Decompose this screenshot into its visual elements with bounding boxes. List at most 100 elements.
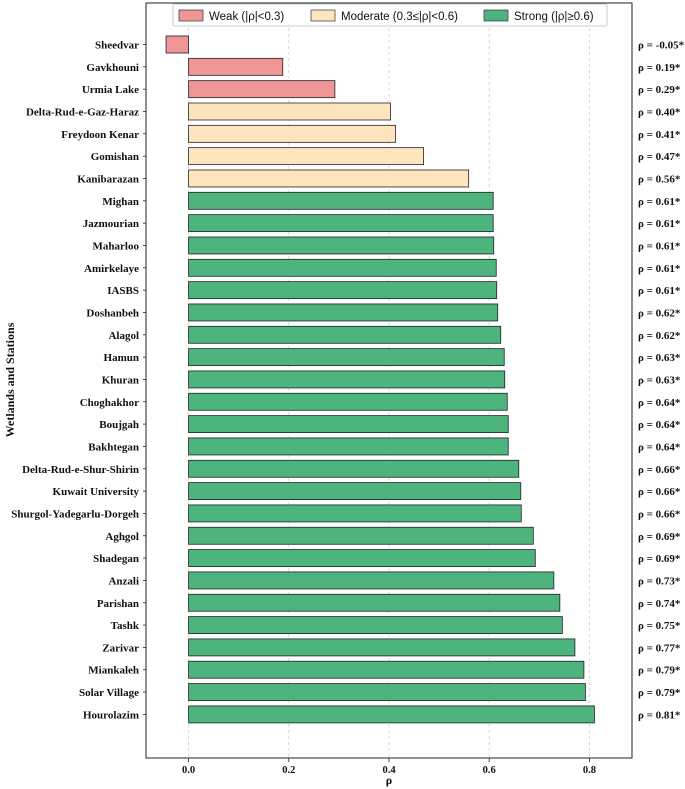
value-label: ρ = 0.63*	[638, 374, 681, 386]
bar	[188, 660, 585, 679]
category-label: Delta-Rud-e-Gaz-Haraz	[26, 106, 139, 118]
x-tick-label: 0.8	[583, 765, 596, 776]
legend-label-weak: Weak (|ρ|<0.3)	[209, 11, 284, 23]
category-label: Gomishan	[91, 151, 139, 163]
value-label: ρ = 0.73*	[638, 575, 681, 587]
x-tick-label: 0.6	[483, 765, 496, 776]
value-label: ρ = 0.62*	[638, 307, 681, 319]
value-labels: ρ = -0.05* ρ = 0.19* ρ = 0.29* ρ = 0.40* ρ =…	[638, 40, 685, 722]
category-label: Kanibarazan	[77, 173, 139, 185]
value-label: ρ = 0.81*	[638, 709, 681, 721]
category-label: Miankaleh	[88, 665, 139, 677]
value-label: ρ = 0.69*	[638, 553, 681, 565]
category-label: Gavkhouni	[86, 62, 139, 74]
category-label: Urmia Lake	[82, 84, 139, 96]
bar	[188, 482, 522, 501]
bar	[188, 348, 505, 367]
value-label: ρ = 0.62*	[638, 330, 681, 342]
bar	[188, 504, 522, 523]
value-label: ρ = 0.77*	[638, 642, 681, 654]
legend-swatch-moderate	[310, 9, 336, 22]
legend-label-strong: Strong (|ρ|≥0.6)	[514, 11, 594, 23]
bar	[188, 281, 498, 300]
category-labels: Sheedvar Gavkhouni Urmia Lake Delta-Rud-e-G…	[11, 40, 146, 721]
category-label: Choghakhor	[80, 397, 139, 409]
value-label: ρ = 0.61*	[638, 240, 681, 252]
value-label: ρ = 0.63*	[638, 352, 681, 364]
category-label: Jazmourian	[83, 218, 139, 230]
category-label: Kuwait University	[53, 486, 140, 498]
category-label: Anzali	[108, 575, 139, 587]
value-label: ρ = 0.61*	[638, 263, 681, 275]
value-label: ρ = 0.74*	[638, 598, 681, 610]
category-label: Shurgol-Yadegarlu-Dorgeh	[11, 508, 139, 520]
bar	[188, 325, 502, 344]
bar	[188, 214, 494, 233]
value-label: ρ = 0.69*	[638, 531, 681, 543]
bar	[188, 616, 563, 634]
category-label: IASBS	[107, 285, 139, 297]
bar	[165, 35, 189, 54]
value-label: ρ = 0.56*	[638, 173, 681, 185]
category-label: Zarivar	[102, 642, 139, 654]
x-axis-title: ρ	[386, 773, 392, 787]
category-label: Parishan	[97, 598, 139, 610]
category-label: Khuran	[102, 374, 139, 386]
bar	[188, 80, 336, 99]
legend: Weak (|ρ|<0.3) Moderate (0.3≤|ρ|<0.6) St…	[172, 3, 608, 27]
bar	[188, 459, 520, 478]
value-label: ρ = 0.64*	[638, 441, 681, 453]
bar	[188, 236, 495, 255]
value-label: ρ = 0.79*	[638, 687, 681, 699]
value-label: ρ = 0.66*	[638, 464, 681, 476]
value-label: ρ = 0.61*	[638, 196, 681, 208]
value-label: ρ = 0.61*	[638, 285, 681, 297]
category-label: Freydoon Kenar	[61, 129, 139, 141]
bar	[188, 705, 595, 724]
bars	[165, 35, 595, 724]
bar	[188, 191, 494, 210]
category-label: Hamun	[104, 352, 139, 364]
x-tick-label: 0.4	[382, 765, 396, 776]
bar	[188, 526, 534, 545]
value-label: ρ = 0.64*	[638, 419, 681, 431]
category-label: Alagol	[108, 330, 139, 342]
legend-label-moderate: Moderate (0.3≤|ρ|<0.6)	[341, 11, 458, 23]
value-label: ρ = 0.79*	[638, 665, 681, 677]
y-axis-title: Wetlands and Stations	[3, 322, 17, 437]
bar	[188, 57, 284, 76]
bar	[188, 571, 555, 590]
category-label: Boujgah	[99, 419, 139, 431]
category-label: Hourolazim	[83, 709, 139, 721]
category-label: Amirkelaye	[84, 263, 139, 275]
bar	[188, 683, 586, 701]
category-label: Tashk	[111, 620, 140, 632]
bar	[188, 437, 509, 456]
category-label: Delta-Rud-e-Shur-Shirin	[22, 464, 139, 476]
legend-swatch-weak	[178, 9, 204, 22]
bar	[188, 169, 470, 188]
bar	[188, 370, 506, 389]
bar	[188, 303, 499, 322]
bar	[188, 258, 497, 277]
value-label: ρ = 0.66*	[638, 486, 681, 498]
bar	[188, 415, 509, 434]
category-label: Solar Village	[79, 687, 139, 699]
category-label: Shadegan	[93, 553, 139, 565]
category-label: Aghgol	[105, 531, 139, 543]
value-label: ρ = 0.40*	[638, 106, 681, 118]
x-tick-label: 0.0	[182, 765, 195, 776]
value-label: ρ = 0.66*	[638, 508, 681, 520]
bar	[188, 102, 391, 121]
value-label: ρ = 0.47*	[638, 151, 681, 163]
category-label: Sheedvar	[95, 40, 139, 52]
bar	[188, 392, 508, 411]
x-ticks: 0.0 0.2 0.4 0.6 0.8	[182, 758, 596, 776]
bar	[188, 549, 536, 567]
legend-swatch-strong	[483, 9, 509, 22]
value-label: ρ = 0.61*	[638, 218, 681, 230]
category-label: Doshanbeh	[86, 307, 139, 319]
bar	[188, 147, 424, 166]
category-label: Maharloo	[93, 240, 140, 252]
